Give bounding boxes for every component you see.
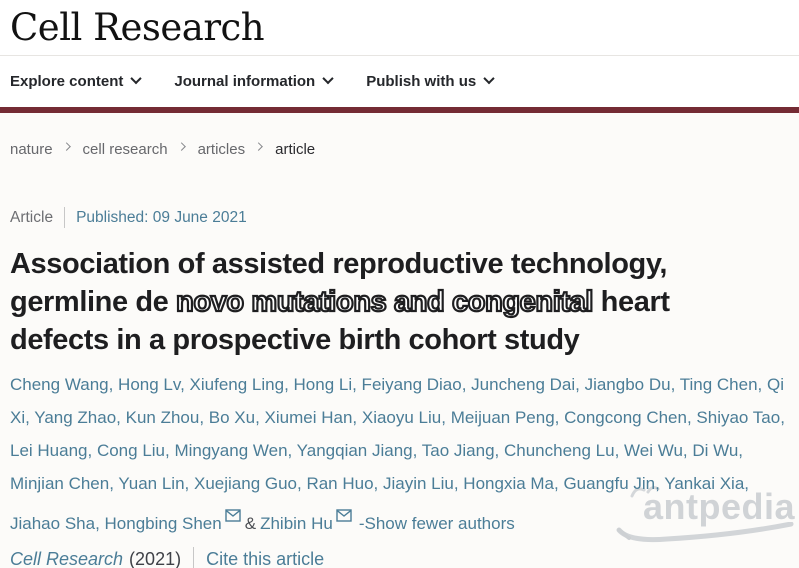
brand-accent-bar [0, 107, 799, 113]
chevron-right-icon [254, 141, 263, 151]
breadcrumb: nature cell research articles article [10, 113, 789, 158]
article-title: Association of assisted reproductive tec… [10, 245, 792, 359]
article-page: nature cell research articles article Ar… [0, 113, 799, 568]
chevron-right-icon [61, 141, 71, 151]
article-type-label: Article [10, 208, 54, 226]
author-list: Cheng Wang, Hong Lv, Xiufeng Ling, Hong … [10, 368, 792, 540]
breadcrumb-nature[interactable]: nature [10, 141, 53, 158]
journal-logo[interactable]: Cell Research [10, 6, 265, 49]
main-nav: Explore content Journal information Publ… [0, 56, 799, 107]
site-header: Cell Research [0, 0, 799, 56]
article-meta: Article Published: 09 June 2021 [10, 207, 789, 228]
chevron-right-icon [176, 141, 186, 151]
title-line-3: defects in a prospective birth cohort st… [10, 324, 580, 356]
citation-year: (2021) [129, 548, 182, 568]
breadcrumb-cell-research[interactable]: cell research [82, 141, 168, 158]
chevron-down-icon [130, 72, 143, 84]
nav-publish-with-us[interactable]: Publish with us [366, 72, 495, 90]
published-date: Published: 09 June 2021 [76, 208, 247, 226]
chevron-down-icon [322, 72, 334, 84]
cite-this-article-link[interactable]: Cite this article [206, 548, 325, 568]
breadcrumb-article: article [275, 141, 316, 158]
citation-row: Cell Research (2021) Cite this article [10, 547, 789, 568]
nav-explore-content[interactable]: Explore content [10, 72, 143, 90]
nav-journal-information[interactable]: Journal information [174, 72, 334, 90]
title-line-2-post: heart [593, 286, 670, 318]
nav-label: Journal information [174, 73, 316, 90]
title-line-2-watermarked: novo mutations and congenital [175, 285, 595, 319]
divider [193, 547, 195, 568]
envelope-icon[interactable] [336, 500, 352, 533]
title-line-1: Association of assisted reproductive tec… [10, 248, 668, 280]
nav-label: Explore content [10, 73, 124, 90]
chevron-down-icon [483, 72, 495, 84]
journal-name-link[interactable]: Cell Research [10, 548, 124, 568]
ampersand: & [244, 514, 257, 533]
author-link-last[interactable]: Zhibin Hu [260, 514, 333, 533]
show-fewer-authors-link[interactable]: -Show fewer authors [358, 514, 515, 533]
breadcrumb-articles[interactable]: articles [197, 141, 246, 158]
title-line-2-pre: germline de [10, 286, 177, 318]
divider [64, 207, 66, 228]
envelope-icon[interactable] [225, 500, 241, 533]
author-links[interactable]: Cheng Wang, Hong Lv, Xiufeng Ling, Hong … [10, 375, 785, 533]
nav-label: Publish with us [366, 73, 477, 90]
